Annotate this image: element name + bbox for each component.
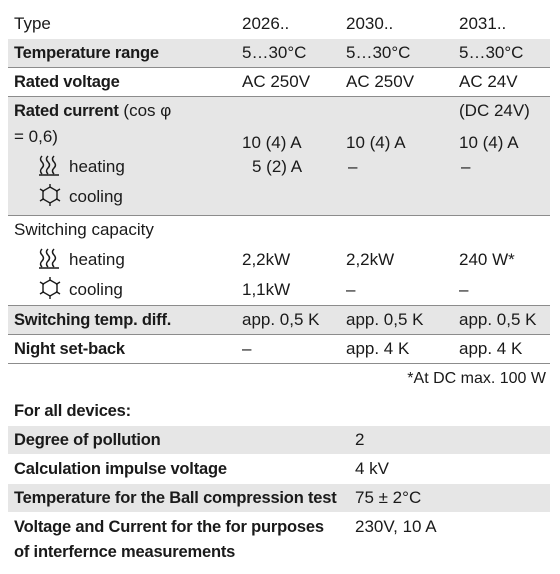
switching-capacity-heating-value: 240 W* <box>459 250 515 269</box>
rated-current-value: 10 (4) A <box>346 133 406 152</box>
rated-current-heating-label: heating <box>38 153 125 181</box>
rated-current-label-cos: (cos φ <box>118 101 172 120</box>
switching-temp-diff-value: app. 0,5 K <box>346 310 424 329</box>
rated-current-dc-note: (DC 24V) <box>459 101 530 120</box>
cooling-icon <box>39 184 61 206</box>
night-setback-value: – <box>242 339 252 358</box>
switching-capacity-cooling-value: – <box>346 280 356 299</box>
switching-capacity-heating-value: 2,2kW <box>242 250 291 269</box>
rated-current-heating-value: 5 (2) A <box>252 157 303 176</box>
rated-voltage-value: AC 24V <box>459 72 518 91</box>
switching-capacity-block: Switching capacity heating 2,2kW 2,2kW 2… <box>8 216 550 306</box>
rated-current-label-cont: = 0,6) <box>14 127 58 146</box>
ball-compression-row: Temperature for the Ball compression tes… <box>8 484 550 512</box>
cooling-text: cooling <box>69 280 123 299</box>
heating-icon <box>39 155 59 176</box>
temperature-range-value: 5…30°C <box>346 43 411 62</box>
type-label: Type <box>14 14 51 33</box>
rated-voltage-value: AC 250V <box>242 72 311 91</box>
switching-capacity-cooling-value: – <box>459 280 469 299</box>
impulse-voltage-label: Calculation impulse voltage <box>14 460 227 478</box>
switching-temp-diff-label: Switching temp. diff. <box>14 311 172 329</box>
model-2031: 2031.. <box>459 14 507 33</box>
temperature-range-value: 5…30°C <box>242 43 307 62</box>
rated-current-value: 10 (4) A <box>242 133 302 152</box>
temperature-range-value: 5…30°C <box>459 43 524 62</box>
general-title-row: For all devices: <box>8 397 550 425</box>
switching-temp-diff-value: app. 0,5 K <box>459 310 537 329</box>
degree-of-pollution-label: Degree of pollution <box>14 431 161 449</box>
switching-capacity-cooling-label: cooling <box>38 276 123 304</box>
rated-current-label: Rated current (cos φ <box>14 97 171 125</box>
footnote: *At DC max. 100 W <box>407 370 546 387</box>
heating-text: heating <box>69 157 125 176</box>
model-2026: 2026.. <box>242 14 290 33</box>
rated-voltage-row: Rated voltage AC 250V AC 250V AC 24V <box>8 68 550 97</box>
switching-capacity-cooling-value: 1,1kW <box>242 280 291 299</box>
night-setback-value: app. 4 K <box>459 339 523 358</box>
interference-label-line2: of interfernce measurements <box>14 543 236 561</box>
degree-of-pollution-row: Degree of pollution 2 <box>8 426 550 454</box>
temperature-range-label: Temperature range <box>14 44 159 62</box>
switching-temp-diff-row: Switching temp. diff. app. 0,5 K app. 0,… <box>8 306 550 335</box>
ball-compression-value: 75 ± 2°C <box>355 488 422 507</box>
rated-current-value: 10 (4) A <box>459 133 519 152</box>
degree-of-pollution-value: 2 <box>355 430 365 449</box>
cooling-text: cooling <box>69 187 123 206</box>
night-setback-value: app. 4 K <box>346 339 410 358</box>
temperature-range-row: Temperature range 5…30°C 5…30°C 5…30°C <box>8 39 550 68</box>
switching-temp-diff-value: app. 0,5 K <box>242 310 320 329</box>
rated-voltage-label: Rated voltage <box>14 73 120 91</box>
impulse-voltage-row: Calculation impulse voltage 4 kV <box>8 455 550 483</box>
rated-current-heating-value: – <box>348 157 358 176</box>
rated-current-cooling-label: cooling <box>38 183 123 211</box>
heating-text: heating <box>69 250 125 269</box>
model-2030: 2030.. <box>346 14 394 33</box>
switching-capacity-heating-label: heating <box>38 246 125 274</box>
rated-current-block: Rated current (cos φ = 0,6) (DC 24V) 10 … <box>8 97 550 216</box>
rated-voltage-value: AC 250V <box>346 72 415 91</box>
night-setback-row: Night set-back – app. 4 K app. 4 K <box>8 335 550 364</box>
interference-label-line1: Voltage and Current for the for purposes <box>14 518 324 536</box>
rated-current-heating-value: – <box>461 157 471 176</box>
general-title: For all devices: <box>14 402 131 420</box>
interference-measurement-row: Voltage and Current for the for purposes… <box>8 513 550 567</box>
cooling-icon <box>39 277 61 299</box>
night-setback-label: Night set-back <box>14 340 125 358</box>
switching-capacity-heating-value: 2,2kW <box>346 250 395 269</box>
impulse-voltage-value: 4 kV <box>355 459 390 478</box>
interference-value: 230V, 10 A <box>355 517 437 536</box>
switching-capacity-label: Switching capacity <box>14 220 154 239</box>
rated-current-label-bold: Rated current <box>14 102 119 120</box>
ball-compression-label: Temperature for the Ball compression tes… <box>14 489 337 507</box>
type-header-row: Type 2026.. 2030.. 2031.. <box>8 10 550 38</box>
heating-icon <box>39 248 59 269</box>
